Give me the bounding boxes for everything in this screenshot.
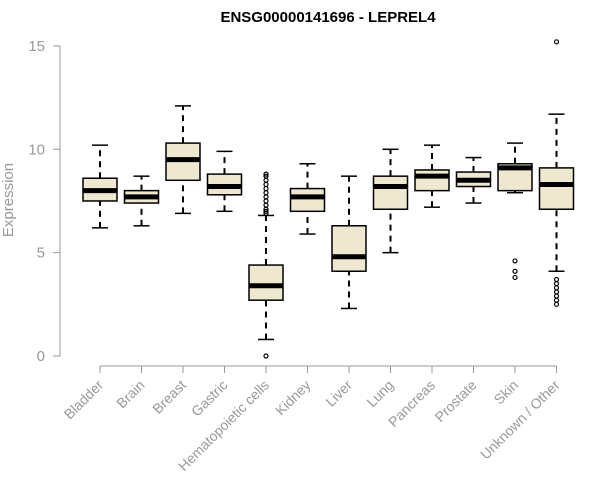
box-gastric <box>206 150 243 213</box>
outlier-point <box>263 208 269 214</box>
y-tick-label: 0 <box>37 348 45 365</box>
outlier-point <box>553 39 560 45</box>
y-axis-label: Expression <box>0 163 17 237</box>
x-tick-label: Breast <box>149 377 189 417</box>
box-prostate <box>455 156 492 204</box>
iqr-box <box>414 169 450 192</box>
box-breast <box>165 105 201 215</box>
iqr-box <box>372 175 409 210</box>
outlier-point <box>263 181 269 188</box>
outlier-point <box>512 258 518 264</box>
x-tick-label: Bladder <box>61 377 107 423</box>
outlier-point <box>553 276 560 283</box>
outlier-point <box>512 268 518 274</box>
x-tick-label: Prostate <box>431 377 479 425</box>
iqr-box <box>538 167 575 210</box>
outlier-point <box>512 274 518 281</box>
x-tick-label: Brain <box>113 377 147 411</box>
y-tick-label: 5 <box>37 245 45 262</box>
x-tick-label: Lung <box>363 377 396 410</box>
box-pancreas <box>414 144 450 208</box>
y-axis: 0 5 10 15 <box>28 38 61 365</box>
box-liver <box>331 175 367 310</box>
box-brain <box>123 175 160 227</box>
outlier-point <box>263 185 269 192</box>
box-bladder <box>82 144 118 229</box>
box-lung <box>372 148 409 254</box>
outlier-point <box>263 194 269 200</box>
box-skin <box>497 142 533 281</box>
outlier-point <box>263 171 269 177</box>
outlier-point <box>263 202 269 208</box>
outlier-point <box>263 190 269 196</box>
outlier-point <box>553 281 560 287</box>
outlier-point <box>553 289 560 295</box>
box-hematopoietic-cells <box>248 171 284 359</box>
outlier-point <box>553 285 560 291</box>
outlier-point <box>263 173 269 179</box>
iqr-box <box>289 187 326 213</box>
x-tick-label: Kidney <box>272 377 314 419</box>
outlier-point <box>263 198 269 204</box>
box-unknown-other <box>538 39 575 307</box>
y-tick-label: 10 <box>28 141 45 158</box>
outlier-point <box>553 297 560 303</box>
box-kidney <box>289 163 326 235</box>
x-tick-label: Unknown / Other <box>477 377 563 463</box>
x-tick-label: Skin <box>491 377 522 408</box>
outlier-point <box>553 293 560 299</box>
chart-title: ENSG00000141696 - LEPREL4 <box>220 9 436 26</box>
y-tick-label: 15 <box>28 38 45 55</box>
iqr-box <box>248 264 284 301</box>
box-series <box>82 39 575 359</box>
outlier-point <box>553 301 560 307</box>
x-tick-label: Liver <box>322 377 355 410</box>
outlier-point <box>263 353 269 359</box>
outlier-point <box>263 177 269 183</box>
iqr-box <box>331 225 367 273</box>
